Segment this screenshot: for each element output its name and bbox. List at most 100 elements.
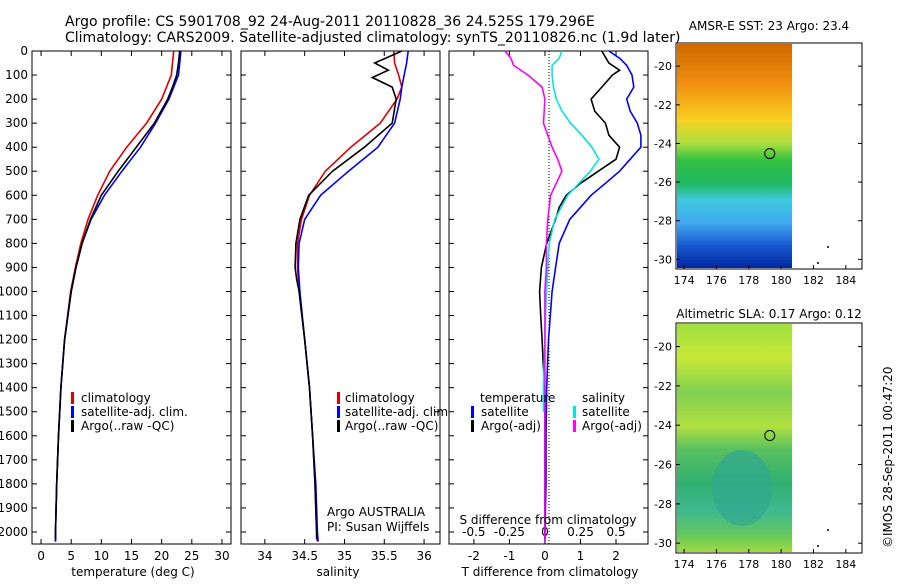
legend-label-satellite: satellite-adj. clim. [345, 405, 452, 419]
depth-tick-label: 1200 [0, 333, 28, 347]
difference-series [504, 50, 642, 542]
island-dot [817, 262, 819, 264]
depth-tick-label: 1500 [0, 405, 28, 419]
lon-tick-label: 184 [835, 274, 856, 287]
series-line-salinity-satellite [542, 50, 600, 412]
sla-lon-axis: 174 176 178 180 182 184 [674, 549, 856, 571]
x-tick-label: 15 [124, 549, 139, 563]
x-tick-label: 2 [612, 549, 620, 563]
legend-swatch-salinity-argo [573, 420, 576, 432]
depth-tick-label: 700 [5, 212, 28, 226]
x-tick-label: 34 [257, 549, 272, 563]
argo-location-marker [764, 430, 776, 442]
legend-swatch-argo [71, 420, 74, 432]
lat-tick-label: -28 [654, 215, 672, 228]
depth-tick-label: 1300 [0, 357, 28, 371]
s-tick-label: 0.5 [606, 525, 625, 539]
sla-lat-axis: -20 -22 -24 -26 -28 -30 [654, 341, 862, 550]
x-tick-label: 10 [94, 549, 109, 563]
difference-salinity-legend: salinity satellite Argo(-adj) [573, 391, 642, 433]
legend-label-argo: Argo(..raw -QC) [345, 419, 438, 433]
depth-tick-label: 900 [5, 260, 28, 274]
sst-lat-axis: -20 -22 -24 -26 -28 -30 [654, 60, 862, 266]
series-line-temperature-satellite [544, 50, 642, 542]
legend-swatch-temperature-satellite [471, 406, 474, 418]
depth-tick-label: 500 [5, 164, 28, 178]
legend-swatch-climatology [71, 392, 74, 404]
depth-tick-label: 0 [20, 44, 28, 58]
legend-swatch-argo [337, 420, 340, 432]
lon-tick-label: 176 [706, 274, 727, 287]
depth-tick-label: 1600 [0, 429, 28, 443]
legend-label-salinity-satellite: satellite [582, 405, 630, 419]
lat-tick-label: -20 [654, 60, 672, 73]
float-pi-label: PI: Susan Wijffels [327, 520, 429, 534]
sst-map-title: AMSR-E SST: 23 Argo: 23.4 [689, 19, 849, 33]
depth-tick-label: 800 [5, 236, 28, 250]
salinity-depth-ticks [241, 50, 440, 533]
sla-map-panel: Altimetric SLA: 0.17 Argo: 0.12 174 176 17… [654, 307, 863, 571]
series-line-argo-raw-qc [54, 50, 181, 540]
legend-title-salinity: salinity [582, 391, 625, 405]
legend-swatch-satellite [337, 406, 340, 418]
depth-tick-label: 1100 [0, 309, 28, 323]
salinity-x-axis: 34 34.5 35 35.5 36 [257, 51, 432, 563]
lat-tick-label: -26 [654, 459, 672, 472]
lon-tick-label: 180 [771, 274, 792, 287]
x-tick-label: -1 [503, 549, 515, 563]
depth-tick-label: 200 [5, 92, 28, 106]
legend-swatch-salinity-satellite [573, 406, 576, 418]
temperature-panel: 0100200300400500600700800900100011001200… [0, 44, 232, 579]
lat-tick-label: -22 [654, 380, 672, 393]
sla-eddy [712, 450, 772, 526]
lon-tick-label: 182 [803, 274, 824, 287]
depth-axis: 0 100 200 300 400 500 600 700 800 900 1000 1100 1200… [0, 44, 231, 539]
x-tick-label: 1 [577, 549, 585, 563]
depth-tick-label: 1700 [0, 453, 28, 467]
salinity-legend: climatology satellite-adj. clim. Argo(..… [337, 391, 452, 433]
x-tick-label: 0 [37, 549, 45, 563]
sst-lon-axis: 174 176 178 180 182 184 [674, 265, 856, 287]
s-tick-label: 0.25 [567, 525, 594, 539]
x-tick-label: 35.5 [371, 549, 398, 563]
island-dot [817, 545, 819, 547]
lon-tick-label: 178 [738, 274, 759, 287]
depth-tick-label: 1400 [0, 381, 28, 395]
sst-field [677, 44, 792, 268]
lon-tick-label: 182 [803, 558, 824, 571]
lon-tick-label: 174 [674, 274, 695, 287]
temperature-series [54, 50, 182, 542]
header-title-line1: Argo profile: CS 5901708_92 24-Aug-2011 … [65, 14, 595, 30]
series-line-salinity-argo-adj [504, 50, 563, 542]
lat-tick-label: -30 [654, 253, 672, 266]
depth-tick-label: 300 [5, 116, 28, 130]
depth-tick-label: 2000 [0, 525, 28, 539]
lon-tick-label: 180 [771, 558, 792, 571]
temperature-x-label: temperature (deg C) [71, 565, 194, 579]
x-tick-label: 20 [154, 549, 169, 563]
x-tick-label: -2 [468, 549, 480, 563]
argo-location-marker [764, 148, 776, 160]
t-difference-x-label: T difference from climatology [461, 565, 639, 579]
lat-tick-label: -24 [654, 419, 672, 432]
lat-tick-label: -24 [654, 137, 672, 150]
island-dot [827, 246, 829, 248]
depth-tick-label: 600 [5, 188, 28, 202]
imos-timestamp-label: ©IMOS 28-Sep-2011 00:47:20 [881, 366, 895, 548]
temperature-x-axis: 0 5 10 15 20 25 30 [37, 51, 230, 563]
legend-swatch-satellite [71, 406, 74, 418]
salinity-axes-frame [240, 50, 441, 545]
depth-tick-label: 1900 [0, 501, 28, 515]
temperature-legend: climatology satellite-adj. clim. Argo(..… [71, 391, 188, 433]
depth-tick-label: 400 [5, 140, 28, 154]
header-title-line2: Climatology: CARS2009. Satellite-adjuste… [65, 30, 680, 46]
legend-label-climatology: climatology [345, 391, 415, 405]
sla-map-title: Altimetric SLA: 0.17 Argo: 0.12 [676, 307, 861, 321]
s-difference-label: S difference from climatology [460, 513, 637, 527]
x-tick-label: 0 [541, 549, 549, 563]
s-tick-label: -0.25 [494, 525, 525, 539]
depth-tick-label: 1000 [0, 284, 28, 298]
legend-title-temperature: temperature [480, 391, 555, 405]
depth-tick-label: 100 [5, 68, 28, 82]
